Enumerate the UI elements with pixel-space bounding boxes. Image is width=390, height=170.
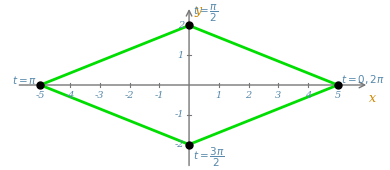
Text: $t = \dfrac{\pi}{2}$: $t = \dfrac{\pi}{2}$ [193, 3, 218, 24]
Text: -1: -1 [174, 110, 184, 119]
Text: $t = \pi$: $t = \pi$ [12, 74, 37, 86]
Text: -3: -3 [95, 91, 105, 100]
Text: 1: 1 [216, 91, 222, 100]
Text: -4: -4 [65, 91, 75, 100]
Text: -2: -2 [174, 140, 184, 149]
Text: 2: 2 [245, 91, 252, 100]
Text: -1: -1 [154, 91, 164, 100]
Text: $t = \dfrac{3\pi}{2}$: $t = \dfrac{3\pi}{2}$ [193, 146, 224, 169]
Text: -5: -5 [35, 91, 45, 100]
Text: -2: -2 [125, 91, 134, 100]
Text: x: x [369, 91, 376, 105]
Text: 4: 4 [305, 91, 311, 100]
Text: 3: 3 [275, 91, 282, 100]
Text: 2: 2 [178, 21, 184, 30]
Text: y: y [194, 4, 202, 17]
Text: 1: 1 [178, 51, 184, 60]
Text: $t = 0, 2\pi$: $t = 0, 2\pi$ [341, 73, 385, 86]
Text: 5: 5 [335, 91, 341, 100]
